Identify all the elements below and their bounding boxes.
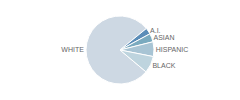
svg-text:WHITE: WHITE [61,46,84,53]
svg-text:A.I.: A.I. [150,27,161,34]
svg-text:BLACK: BLACK [152,62,175,69]
svg-text:ASIAN: ASIAN [153,34,174,41]
svg-text:HISPANIC: HISPANIC [156,46,189,53]
